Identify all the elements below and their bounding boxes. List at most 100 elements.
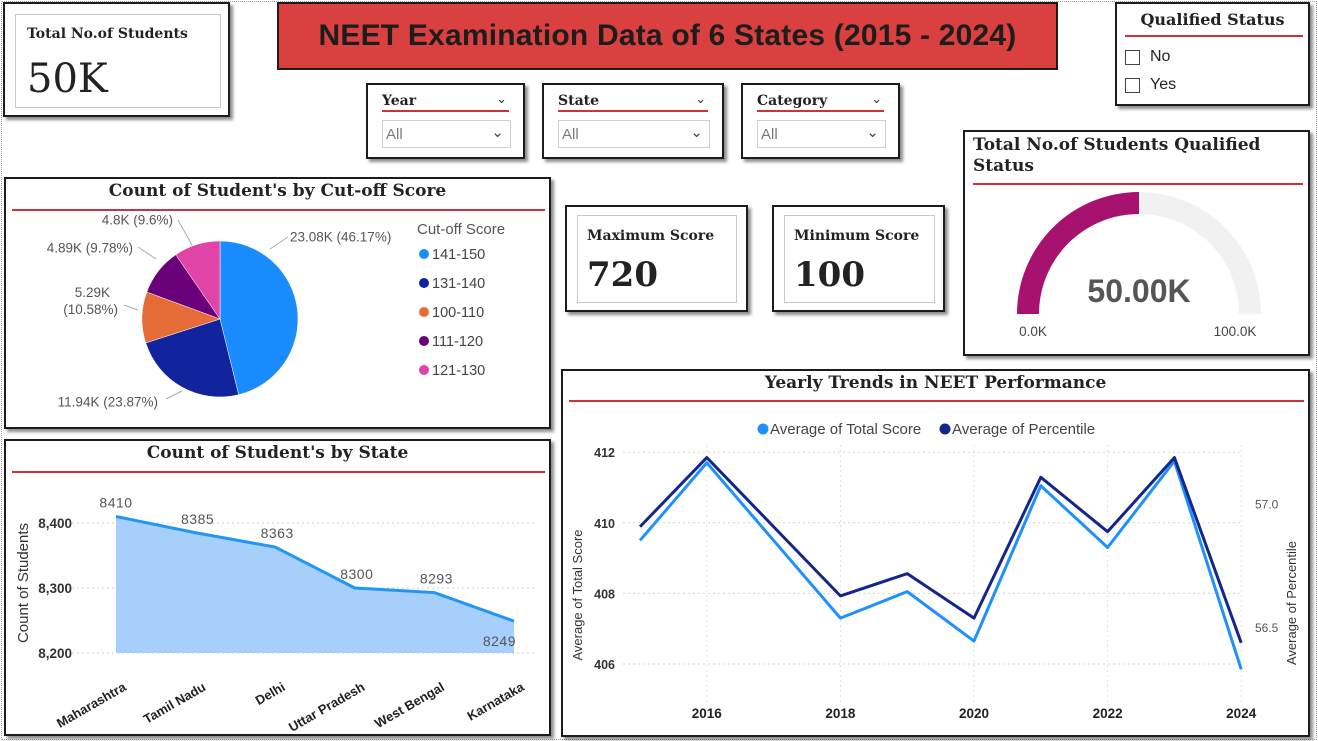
category-slicer[interactable]: Category ⌄ All ⌄ [741,83,900,159]
state-slicer[interactable]: State ⌄ All ⌄ [542,83,724,159]
category-dropdown[interactable]: All ⌄ [757,120,886,148]
line-y-left-tick: 408 [594,587,615,601]
pie-leader-line [123,304,139,311]
state-area-card: Count of Student's by State 8,400 8,300 8,… [4,439,551,736]
line-y-left-tick: 412 [594,446,615,460]
qualified-status-rule [1125,35,1303,37]
qualified-status-title: Qualified Status [1140,10,1285,29]
pie-data-label: 23.08K (46.17%) [290,230,391,245]
area-y-tick: 8,400 [38,516,72,531]
line-x-tick: 2018 [825,706,856,721]
state-dropdown[interactable]: All ⌄ [558,120,710,148]
line-y-right-tick: 56.5 [1255,621,1279,635]
pie-legend-item: 111-120 [432,334,483,350]
max-score-inner [577,215,737,303]
pie-data-label-line: (10.58%) [63,302,118,317]
pie-legend-title: Cut-off Score [417,221,505,238]
area-data-label: 8410 [99,495,132,511]
line-y-left-label: Average of Total Score [570,529,585,660]
qualified-option-yes[interactable]: Yes [1125,76,1176,94]
chevron-down-icon[interactable]: ⌄ [866,124,879,141]
dashboard-title: NEET Examination Data of 6 States (2015 … [318,19,1017,52]
line-x-tick: 2016 [692,706,723,721]
area-x-tick: Delhi [253,679,288,708]
total-students-card: Total No.of Students 50K [3,2,230,117]
min-score-label: Minimum Score [794,228,920,244]
cutoff-pie-chart: 23.08K (46.17%) 11.94K (23.87%) 5.29K (10.5… [47,215,505,410]
state-area-chart: 8,400 8,300 8,200 8410 8385 8363 8300 8293 8249 M… [15,495,534,734]
qualified-option-no-label: No [1150,48,1171,65]
total-students-value: 50K [27,56,108,102]
area-x-tick: Tamil Nadu [141,679,208,727]
max-score-label: Maximum Score [587,228,715,244]
chevron-down-icon[interactable]: ⌄ [496,91,507,106]
chevron-down-icon[interactable]: ⌄ [871,91,882,106]
yearly-trends-chart: Average of Total Score Average of Percent… [570,421,1299,721]
pie-legend-item: 121-130 [432,363,485,379]
qualified-status-slicer[interactable]: Qualified Status No Yes [1115,2,1310,106]
pie-title-rule [12,209,545,211]
year-dropdown[interactable]: All ⌄ [382,120,511,148]
pie-leader-line [269,236,289,250]
year-slicer-label: Year [382,93,417,109]
pie-data-label: 5.29K (10.58%) [63,285,118,317]
area-y-tick: 8,200 [38,646,72,661]
area-data-label: 8385 [181,511,214,527]
line-y-right-label: Average of Percentile [1284,541,1299,665]
category-slicer-label: Category [757,93,828,109]
area-fill [116,516,514,653]
line-x-tick: 2024 [1226,706,1257,721]
area-data-label: 8363 [261,525,294,541]
pie-leader-line [137,246,157,260]
line-legend-item: Average of Percentile [952,421,1095,438]
area-y-tick: 8,300 [38,581,72,596]
gauge-title: Total No.of Students Qualified Status [973,135,1261,176]
year-slicer[interactable]: Year ⌄ All ⌄ [366,83,525,159]
gauge-title-rule [973,183,1303,185]
pie-leader-line [165,390,183,400]
max-score-card: Maximum Score 720 [565,205,748,312]
line-chart-title: Yearly Trends in NEET Performance [764,373,1107,393]
gauge-value: 50.00K [1087,273,1190,309]
area-x-tick: Karnataka [465,679,528,724]
chevron-down-icon[interactable]: ⌄ [695,91,706,106]
chevron-down-icon[interactable]: ⌄ [690,124,703,141]
line-legend-marker [939,423,951,435]
qualified-gauge: 50.00K 0.0K 100.0K [1017,192,1261,339]
area-x-tick: Maharashtra [54,679,129,731]
state-dropdown-value: All [562,126,579,143]
yearly-trends-card: Yearly Trends in NEET Performance Averag… [561,369,1310,737]
min-score-value: 100 [794,255,865,295]
pie-slice-121-130 [175,240,221,320]
line-series-percentile [638,456,1243,644]
checkbox-yes[interactable] [1125,77,1140,93]
min-score-inner [784,215,935,303]
area-x-tick: Uttar Pradesh [286,679,367,734]
state-slicer-label: State [558,93,600,109]
gauge-max-label: 100.0K [1214,324,1257,339]
area-data-label: 8293 [420,571,453,587]
min-score-card: Minimum Score 100 [772,205,945,312]
total-students-label: Total No.of Students [27,26,188,42]
gauge-min-label: 0.0K [1019,324,1047,339]
pie-legend-marker [419,278,429,288]
area-data-label: 8300 [340,566,373,582]
pie-chart-title: Count of Student's by Cut-off Score [108,181,447,201]
line-y-left-tick: 406 [594,658,615,672]
cutoff-pie-card: Count of Student's by Cut-off Score 23.0… [4,177,551,429]
pie-legend-item: 131-140 [432,276,485,292]
pie-leader-line [177,219,193,246]
qualified-option-no[interactable]: No [1125,48,1170,66]
checkbox-no[interactable] [1125,49,1140,65]
area-title-rule [12,471,545,473]
chevron-down-icon[interactable]: ⌄ [491,124,504,141]
pie-data-label: 11.94K (23.87%) [58,395,158,410]
category-slicer-rule [757,110,884,112]
total-students-inner [15,14,221,108]
pie-legend-marker [419,307,429,317]
state-slicer-rule [558,110,708,112]
line-y-left-tick: 410 [594,517,615,531]
area-x-tick: West Bengal [372,679,447,731]
max-score-value: 720 [587,255,658,295]
